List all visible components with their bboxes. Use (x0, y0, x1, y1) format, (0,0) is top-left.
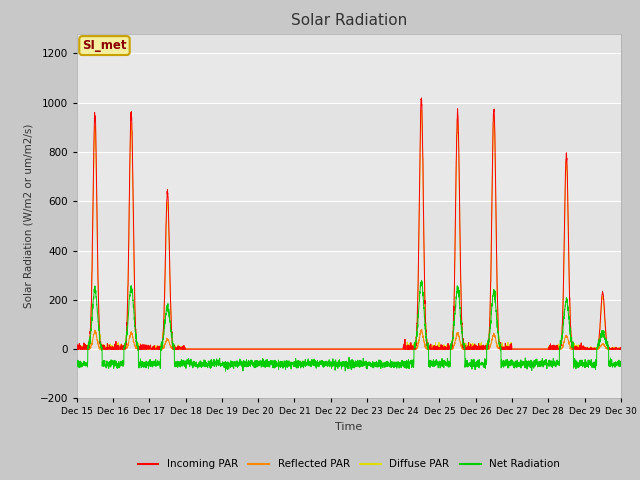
Bar (77, 300, 621, 349)
X-axis label: Time: Time (335, 422, 362, 432)
Title: Solar Radiation: Solar Radiation (291, 13, 407, 28)
Y-axis label: Solar Radiation (W/m2 or um/m2/s): Solar Radiation (W/m2 or um/m2/s) (24, 124, 34, 308)
Text: SI_met: SI_met (82, 39, 127, 52)
Bar (77, 4, 621, 53)
Legend: Incoming PAR, Reflected PAR, Diffuse PAR, Net Radiation: Incoming PAR, Reflected PAR, Diffuse PAR… (134, 455, 564, 473)
Bar (77, 103, 621, 152)
Bar (77, 201, 621, 251)
